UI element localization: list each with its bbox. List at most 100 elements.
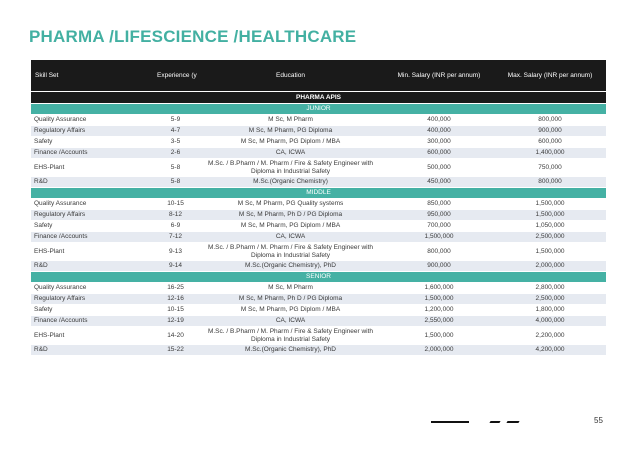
table-row: EHS-Plant 14-20 M.Sc. / B.Pharm / M. Pharm… bbox=[31, 326, 606, 345]
cell-education: M Sc, M Pharm bbox=[197, 114, 384, 126]
level-label: SENIOR bbox=[31, 271, 606, 283]
table-header-row: Skill Set Experience (years) Education M… bbox=[31, 60, 606, 92]
cell-skill: Safety bbox=[31, 304, 154, 316]
cell-skill: Finance /Accounts bbox=[31, 147, 154, 159]
cell-min-salary: 1,600,000 bbox=[384, 282, 494, 294]
cell-education: M Sc, M Pharm, Ph D / PG Diploma bbox=[197, 209, 384, 221]
header-max-salary: Max. Salary (INR per annum) bbox=[494, 60, 606, 92]
table-row: R&D 5-8 M.Sc.(Organic Chemistry) 450,000 800… bbox=[31, 176, 606, 188]
cell-max-salary: 800,000 bbox=[494, 114, 606, 126]
cell-skill: Quality Assurance bbox=[31, 114, 154, 126]
cell-max-salary: 1,400,000 bbox=[494, 147, 606, 159]
cell-max-salary: 1,500,000 bbox=[494, 198, 606, 210]
cell-skill: EHS-Plant bbox=[31, 158, 154, 177]
cell-skill: R&D bbox=[31, 176, 154, 188]
header-min-salary: Min. Salary (INR per annum) bbox=[384, 60, 494, 92]
cell-experience: 9-14 bbox=[154, 260, 197, 272]
table-row: Finance /Accounts 2-6 CA, ICWA 600,000 1,400… bbox=[31, 147, 606, 159]
cell-experience: 2-6 bbox=[154, 147, 197, 159]
page-title: PHARMA /LIFESCIENCE /HEALTHCARE bbox=[29, 27, 357, 46]
header-education: Education bbox=[197, 60, 384, 92]
table-row: EHS-Plant 5-8 M.Sc. / B.Pharm / M. Pharm /… bbox=[31, 158, 606, 177]
cell-education: CA, ICWA bbox=[197, 315, 384, 327]
table-row: Quality Assurance 16-25 M Sc, M Pharm 1,600… bbox=[31, 282, 606, 294]
cell-experience: 14-20 bbox=[154, 326, 197, 345]
table-row: Safety 10-15 M Sc, M Pharm, PG Diplom / MB… bbox=[31, 304, 606, 316]
cell-experience: 16-25 bbox=[154, 282, 197, 294]
level-label: JUNIOR bbox=[31, 103, 606, 115]
cell-min-salary: 450,000 bbox=[384, 176, 494, 188]
cell-min-salary: 700,000 bbox=[384, 220, 494, 232]
cell-max-salary: 1,800,000 bbox=[494, 304, 606, 316]
cell-max-salary: 4,000,000 bbox=[494, 315, 606, 327]
table-row: Regulatory Affairs 12-16 M Sc, M Pharm, Ph… bbox=[31, 293, 606, 305]
section-row: PHARMA APIS bbox=[31, 91, 606, 104]
cell-experience: 10-15 bbox=[154, 198, 197, 210]
cell-experience: 9-13 bbox=[154, 242, 197, 261]
cell-min-salary: 2,550,000 bbox=[384, 315, 494, 327]
cell-max-salary: 900,000 bbox=[494, 125, 606, 137]
cell-experience: 5-8 bbox=[154, 176, 197, 188]
table-row: Finance /Accounts 12-19 CA, ICWA 2,550,000 4… bbox=[31, 315, 606, 327]
table-row: Safety 6-9 M Sc, M Pharm, PG Diplom / MBA 7… bbox=[31, 220, 606, 232]
table-row: Regulatory Affairs 4-7 M Sc, M Pharm, PG D… bbox=[31, 125, 606, 137]
salary-table: Skill Set Experience (years) Education M… bbox=[31, 60, 606, 356]
cell-max-salary: 4,200,000 bbox=[494, 344, 606, 356]
cell-max-salary: 750,000 bbox=[494, 158, 606, 177]
cell-max-salary: 1,500,000 bbox=[494, 209, 606, 221]
cell-education: M.Sc.(Organic Chemistry), PhD bbox=[197, 260, 384, 272]
cell-max-salary: 2,800,000 bbox=[494, 282, 606, 294]
cell-education: M Sc, M Pharm, PG Diplom / MBA bbox=[197, 304, 384, 316]
cell-skill: R&D bbox=[31, 260, 154, 272]
header-experience: Experience (years) bbox=[154, 60, 197, 92]
cell-education: M.Sc. / B.Pharm / M. Pharm / Fire & Safe… bbox=[197, 242, 384, 261]
cell-max-salary: 600,000 bbox=[494, 136, 606, 148]
cell-experience: 6-9 bbox=[154, 220, 197, 232]
cell-education: M Sc, M Pharm, Ph D / PG Diploma bbox=[197, 293, 384, 305]
cell-experience: 15-22 bbox=[154, 344, 197, 356]
cell-experience: 8-12 bbox=[154, 209, 197, 221]
cell-skill: EHS-Plant bbox=[31, 326, 154, 345]
table-row: Regulatory Affairs 8-12 M Sc, M Pharm, Ph … bbox=[31, 209, 606, 221]
table-row: R&D 15-22 M.Sc.(Organic Chemistry), PhD 2,0… bbox=[31, 344, 606, 356]
cell-max-salary: 800,000 bbox=[494, 176, 606, 188]
cell-min-salary: 850,000 bbox=[384, 198, 494, 210]
cell-min-salary: 300,000 bbox=[384, 136, 494, 148]
section-label: PHARMA APIS bbox=[31, 91, 606, 104]
cell-education: CA, ICWA bbox=[197, 231, 384, 243]
cell-skill: Regulatory Affairs bbox=[31, 209, 154, 221]
cell-max-salary: 1,500,000 bbox=[494, 242, 606, 261]
table-row: EHS-Plant 9-13 M.Sc. / B.Pharm / M. Pharm … bbox=[31, 242, 606, 261]
table-row: Quality Assurance 5-9 M Sc, M Pharm 400,000… bbox=[31, 114, 606, 126]
cell-experience: 12-19 bbox=[154, 315, 197, 327]
cell-min-salary: 1,200,000 bbox=[384, 304, 494, 316]
cell-min-salary: 600,000 bbox=[384, 147, 494, 159]
cell-experience: 3-5 bbox=[154, 136, 197, 148]
cell-min-salary: 2,000,000 bbox=[384, 344, 494, 356]
cell-max-salary: 2,500,000 bbox=[494, 231, 606, 243]
cell-skill: R&D bbox=[31, 344, 154, 356]
cell-skill: Quality Assurance bbox=[31, 282, 154, 294]
table-row: Safety 3-5 M Sc, M Pharm, PG Diplom / MBA 3… bbox=[31, 136, 606, 148]
cell-experience: 10-15 bbox=[154, 304, 197, 316]
cell-min-salary: 1,500,000 bbox=[384, 231, 494, 243]
cell-education: M Sc, M Pharm, PG Diplom / MBA bbox=[197, 220, 384, 232]
cell-skill: Finance /Accounts bbox=[31, 315, 154, 327]
footer-decoration-line bbox=[431, 421, 469, 423]
cell-max-salary: 2,500,000 bbox=[494, 293, 606, 305]
cell-experience: 5-8 bbox=[154, 158, 197, 177]
table-row: Quality Assurance 10-15 M Sc, M Pharm, PG … bbox=[31, 198, 606, 210]
cell-education: M Sc, M Pharm, PG Quality systems bbox=[197, 198, 384, 210]
level-row-junior: JUNIOR bbox=[31, 103, 606, 115]
cell-education: M.Sc.(Organic Chemistry), PhD bbox=[197, 344, 384, 356]
cell-experience: 12-16 bbox=[154, 293, 197, 305]
cell-skill: Quality Assurance bbox=[31, 198, 154, 210]
table-row: Finance /Accounts 7-12 CA, ICWA 1,500,000 2,… bbox=[31, 231, 606, 243]
level-row-middle: MIDDLE bbox=[31, 187, 606, 199]
cell-education: M.Sc. / B.Pharm / M. Pharm / Fire & Safe… bbox=[197, 326, 384, 345]
cell-min-salary: 1,500,000 bbox=[384, 293, 494, 305]
footer-decoration-slash bbox=[506, 421, 520, 423]
cell-education: M.Sc. / B.Pharm / M. Pharm / Fire & Safe… bbox=[197, 158, 384, 177]
cell-skill: EHS-Plant bbox=[31, 242, 154, 261]
cell-skill: Finance /Accounts bbox=[31, 231, 154, 243]
